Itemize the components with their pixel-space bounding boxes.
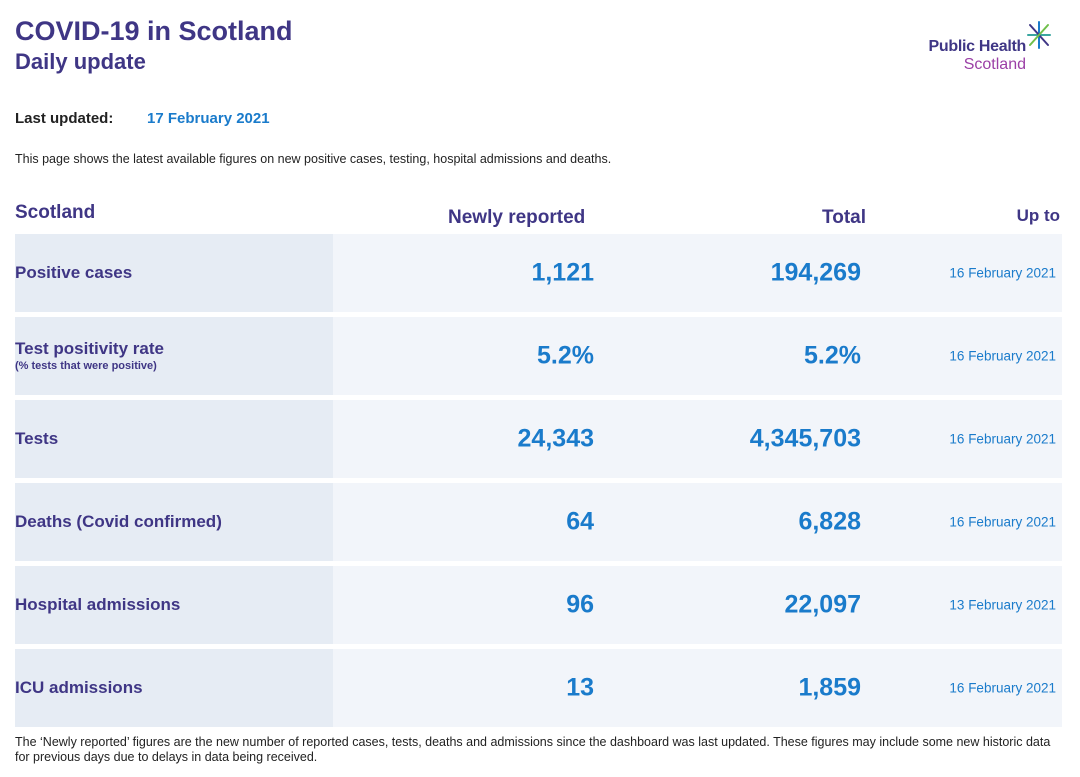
row-label-text: Positive cases — [15, 263, 133, 282]
page-subtitle: Daily update — [15, 49, 146, 74]
row-label-cell — [15, 317, 333, 395]
row-label: Test positivity rate (% tests that were p… — [15, 339, 164, 373]
up-to-date: 16 February 2021 — [949, 348, 1056, 364]
table-row-test-positivity: Test positivity rate (% tests that were p… — [15, 317, 1062, 395]
row-label-text: ICU admissions — [15, 678, 143, 697]
newly-reported-value: 1,121 — [531, 258, 594, 287]
row-label: Positive cases — [15, 263, 132, 283]
newly-reported-value: 5.2% — [537, 341, 594, 370]
row-label-cell — [15, 234, 333, 312]
newly-reported-value: 96 — [566, 590, 594, 619]
newly-reported-value: 13 — [566, 673, 594, 702]
last-updated-date: 17 February 2021 — [147, 110, 270, 127]
phs-logo: Public Health Scotland — [890, 21, 1051, 78]
row-label-text: Tests — [15, 429, 59, 448]
newly-reported-value: 24,343 — [517, 424, 594, 453]
table-row-hospital-admissions: Hospital admissions 96 22,097 13 Februar… — [15, 566, 1062, 644]
logo-text-line2: Scotland — [963, 56, 1026, 73]
total-value: 4,345,703 — [749, 424, 861, 453]
page-title: COVID-19 in Scotland — [15, 16, 293, 46]
column-header-up-to: Up to — [1016, 206, 1060, 225]
total-value: 194,269 — [770, 258, 861, 287]
row-label: Hospital admissions — [15, 595, 180, 615]
row-label: ICU admissions — [15, 678, 143, 698]
column-header-total: Total — [822, 207, 866, 228]
table-row-icu-admissions: ICU admissions 13 1,859 16 February 2021 — [15, 649, 1062, 727]
table-row-tests: Tests 24,343 4,345,703 16 February 2021 — [15, 400, 1062, 478]
up-to-date: 16 February 2021 — [949, 680, 1056, 696]
intro-text: This page shows the latest available fig… — [15, 152, 612, 166]
logo-text-line1: Public Health — [928, 38, 1027, 55]
total-value: 22,097 — [784, 590, 861, 619]
column-header-newly-reported: Newly reported — [448, 207, 586, 228]
total-value: 5.2% — [804, 341, 861, 370]
newly-reported-value: 64 — [566, 507, 594, 536]
row-label: Tests — [15, 429, 58, 449]
row-label-text: Hospital admissions — [15, 595, 181, 614]
row-label-text: Deaths (Covid confirmed) — [15, 512, 222, 531]
table-row-positive-cases: Positive cases 1,121 194,269 16 February… — [15, 234, 1062, 312]
star-burst-icon — [1027, 21, 1051, 49]
row-label-text: Test positivity rate — [15, 339, 164, 358]
row-label-cell — [15, 483, 333, 561]
table-row-deaths: Deaths (Covid confirmed) 64 6,828 16 Feb… — [15, 483, 1062, 561]
up-to-date: 16 February 2021 — [949, 265, 1056, 281]
stats-table: Positive cases 1,121 194,269 16 February… — [15, 234, 1062, 732]
up-to-date: 13 February 2021 — [949, 597, 1056, 613]
row-label: Deaths (Covid confirmed) — [15, 512, 222, 532]
row-sublabel: (% tests that were positive) — [15, 360, 157, 372]
footnote: The ‘Newly reported’ figures are the new… — [15, 735, 1051, 764]
row-label-cell — [15, 566, 333, 644]
column-header-region: Scotland — [15, 202, 96, 223]
up-to-date: 16 February 2021 — [949, 431, 1056, 447]
up-to-date: 16 February 2021 — [949, 514, 1056, 530]
total-value: 1,859 — [798, 673, 861, 702]
row-label-cell — [15, 649, 333, 727]
row-label-cell — [15, 400, 333, 478]
total-value: 6,828 — [798, 507, 861, 536]
last-updated-label: Last updated: — [15, 110, 114, 127]
